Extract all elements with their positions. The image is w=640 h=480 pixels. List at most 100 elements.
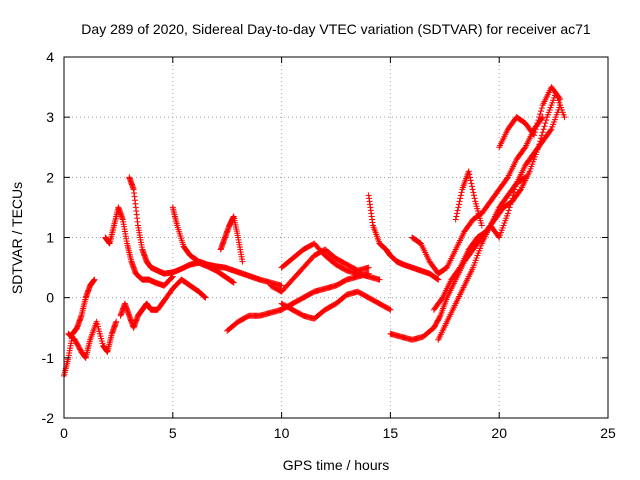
data-point [507, 201, 514, 208]
data-point [202, 294, 209, 301]
y-tick-label: 4 [46, 49, 54, 65]
data-point [557, 96, 564, 103]
data-point [536, 114, 543, 121]
series-track-13 [387, 174, 529, 343]
data-point [365, 264, 372, 271]
data-point [465, 168, 472, 175]
data-point [511, 186, 518, 193]
data-point [535, 117, 542, 124]
data-point [455, 204, 462, 211]
data-point [517, 187, 524, 194]
data-point [469, 183, 475, 190]
data-point [455, 201, 462, 208]
data-point [538, 132, 545, 139]
data-point [470, 192, 477, 199]
series-track-1 [61, 276, 98, 379]
data-point [510, 189, 517, 196]
series-track-4 [126, 174, 237, 286]
data-point [540, 126, 547, 133]
data-point [508, 198, 515, 205]
data-point [435, 276, 442, 283]
data-point [468, 180, 475, 187]
x-axis-label: GPS time / hours [283, 457, 390, 473]
data-point [539, 129, 546, 136]
data-point [533, 123, 540, 130]
x-axis-tick-labels: 0 5 10 15 20 25 [60, 425, 616, 441]
data-point [561, 114, 568, 121]
data-point [376, 276, 383, 283]
y-axis-tick-labels: -2 -1 0 1 2 3 4 [42, 49, 55, 426]
data-point [543, 117, 550, 124]
data-point [557, 102, 564, 109]
x-tick-label: 15 [383, 425, 399, 441]
data-point [537, 111, 544, 118]
data-point [512, 183, 519, 190]
data-point [278, 282, 285, 289]
data-point [201, 293, 208, 300]
data-point [386, 306, 393, 313]
data-point [504, 210, 511, 217]
data-point [531, 129, 538, 136]
data-point [457, 192, 464, 199]
series-track-18 [496, 84, 564, 151]
x-tick-label: 0 [60, 425, 68, 441]
data-point [470, 189, 477, 196]
y-tick-label: 2 [46, 169, 54, 185]
data-point [537, 108, 544, 115]
data-point [458, 189, 465, 196]
data-point [434, 276, 441, 283]
data-point [542, 120, 549, 127]
x-tick-label: 10 [274, 425, 290, 441]
data-point [505, 207, 512, 214]
data-point [438, 295, 445, 302]
series-track-2 [65, 318, 120, 361]
data-point [541, 123, 548, 130]
y-tick-label: 0 [46, 290, 54, 306]
data-point [509, 195, 516, 202]
x-tick-label: 25 [600, 425, 616, 441]
data-point [471, 195, 478, 202]
data-point [510, 192, 517, 199]
data-point [452, 216, 459, 223]
data-point [453, 210, 460, 217]
data-points [61, 84, 568, 379]
data-point [229, 279, 236, 286]
data-point [504, 175, 511, 182]
data-point [454, 207, 461, 214]
data-point [506, 204, 513, 211]
data-point [547, 127, 554, 134]
data-point [531, 132, 538, 139]
data-point [467, 177, 474, 184]
y-tick-label: 1 [46, 230, 54, 246]
chart-title: Day 289 of 2020, Sidereal Day-to-day VTE… [81, 21, 591, 37]
data-point [556, 94, 563, 101]
grid [64, 57, 608, 418]
data-point [538, 115, 545, 122]
series-track-7 [217, 213, 246, 265]
x-tick-label: 20 [491, 425, 507, 441]
series-track-17 [452, 168, 485, 229]
series-track-5 [117, 276, 209, 331]
data-point [457, 195, 464, 202]
data-point [201, 294, 208, 301]
data-point [387, 306, 394, 313]
series-track-3 [102, 204, 176, 289]
y-tick-label: 3 [46, 109, 54, 125]
data-point [453, 213, 460, 220]
data-point [538, 105, 545, 112]
y-tick-label: -2 [42, 410, 55, 426]
data-point [467, 174, 474, 181]
data-point [456, 198, 463, 205]
data-point [532, 126, 539, 133]
series-track-11 [278, 288, 394, 322]
data-point [113, 318, 120, 325]
series-track-10 [278, 240, 383, 283]
data-point [436, 313, 443, 320]
data-point [239, 258, 246, 265]
series-track-16 [435, 102, 564, 343]
data-point [456, 265, 463, 272]
series-track-12 [365, 192, 442, 283]
data-point [466, 171, 473, 178]
y-axis-label: SDTVAR / TECUs [9, 182, 25, 294]
